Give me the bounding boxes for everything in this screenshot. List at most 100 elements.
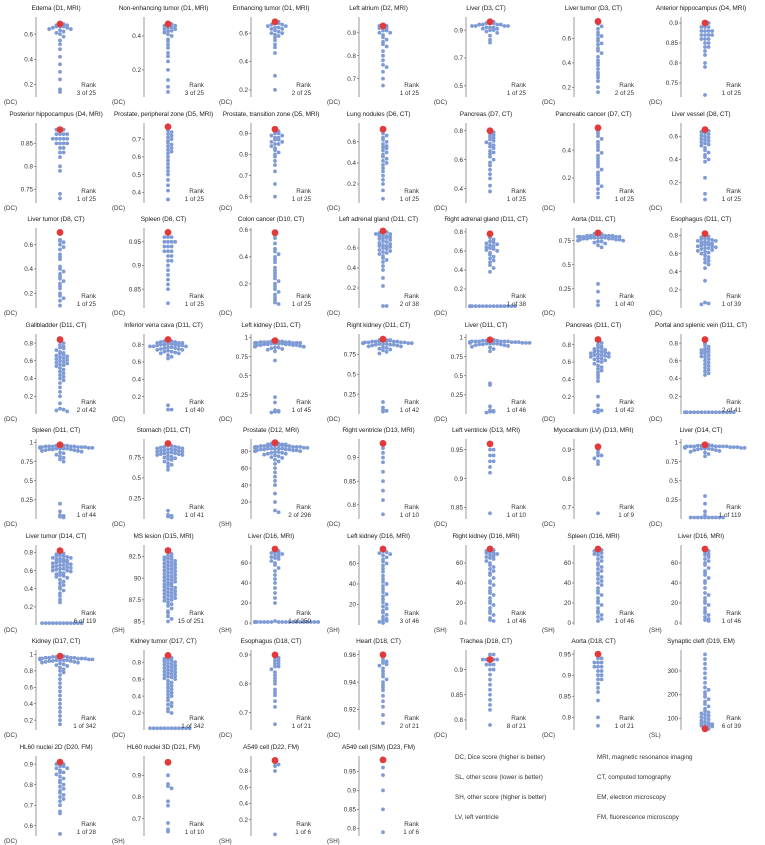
- data-point: [165, 582, 170, 587]
- data-point: [699, 132, 704, 137]
- data-point: [703, 159, 707, 164]
- data-point: [169, 581, 173, 585]
- data-point: [58, 38, 62, 43]
- data-point: [592, 240, 596, 245]
- data-point: [592, 409, 596, 413]
- data-point: [717, 515, 722, 520]
- metric-label: (DC): [112, 521, 125, 528]
- y-tick-label: 0.25: [343, 391, 356, 398]
- data-point: [366, 343, 370, 348]
- data-point: [599, 352, 603, 357]
- data-point: [703, 501, 707, 506]
- y-tick-label: 40: [456, 580, 464, 587]
- data-point: [380, 671, 385, 676]
- data-point: [61, 352, 66, 357]
- y-tick-label: 0.7: [454, 55, 463, 62]
- data-point: [488, 409, 492, 414]
- data-point: [169, 25, 173, 30]
- data-point: [283, 447, 288, 452]
- data-point: [169, 687, 173, 692]
- chart-panel: MS lesion (D15, MRI) 85 87.5 90 92.5 (SH) Rank…: [110, 529, 218, 634]
- y-tick-label: 60: [456, 560, 464, 567]
- data-point: [58, 28, 62, 33]
- data-point: [380, 137, 385, 142]
- data-point: [61, 451, 66, 456]
- chart-panel: Right adrenal gland (D11, CT) 0.2 0.4 0.6 0.…: [432, 212, 540, 317]
- metric-label: (DC): [649, 205, 662, 212]
- y-tick-label: 0: [459, 620, 463, 627]
- data-point: [595, 576, 600, 581]
- data-point: [169, 587, 173, 591]
- y-tick-label: 0.85: [128, 286, 141, 293]
- data-point: [280, 341, 285, 346]
- y-tick-label: 60: [241, 560, 249, 567]
- data-point: [169, 597, 173, 602]
- data-point: [724, 444, 729, 449]
- data-point: [595, 358, 600, 363]
- y-tick-label: 0.5: [132, 171, 141, 178]
- data-point: [68, 555, 73, 560]
- data-point: [283, 444, 288, 448]
- data-point: [384, 37, 388, 42]
- data-point: [38, 657, 42, 662]
- top-method-point: [486, 126, 494, 134]
- rank-value: 1 of 25: [722, 196, 742, 203]
- data-point: [380, 304, 385, 308]
- y-tick-label: 0.8: [132, 659, 141, 666]
- metric-label: (DC): [649, 521, 662, 528]
- data-point: [710, 447, 715, 452]
- data-point: [491, 652, 496, 657]
- data-point: [58, 358, 62, 363]
- data-point: [273, 568, 277, 573]
- data-point: [169, 454, 173, 459]
- data-point: [488, 269, 492, 274]
- data-point: [58, 661, 62, 666]
- data-point: [165, 177, 170, 182]
- y-tick-label: 0: [674, 620, 678, 627]
- data-point: [269, 667, 274, 672]
- rank-label: Rank: [619, 293, 635, 300]
- rank-label: Rank: [81, 188, 97, 195]
- data-point: [595, 715, 600, 720]
- data-point: [162, 574, 166, 579]
- data-point: [269, 550, 274, 555]
- y-tick-label: 0.6: [132, 359, 141, 366]
- data-point: [384, 251, 388, 255]
- data-point: [58, 163, 62, 168]
- data-point: [169, 684, 173, 688]
- data-point: [172, 444, 177, 449]
- metric-label: (DC): [327, 416, 340, 423]
- data-point: [79, 449, 84, 454]
- data-point: [706, 131, 711, 136]
- rank-label: Rank: [726, 188, 742, 195]
- data-point: [58, 131, 62, 136]
- metric-label: (DC): [112, 732, 125, 739]
- data-point: [380, 569, 385, 574]
- data-point: [58, 774, 62, 778]
- chart-panel: Gallbladder (D11, CT) 0.2 0.4 0.6 0.8 (DC) Ran…: [2, 318, 110, 423]
- data-point: [595, 363, 600, 367]
- data-point: [488, 28, 492, 33]
- data-point: [491, 667, 496, 672]
- data-point: [258, 444, 263, 448]
- data-point: [488, 566, 492, 571]
- data-point: [172, 448, 177, 452]
- data-point: [273, 162, 277, 167]
- data-point: [595, 42, 600, 47]
- data-point: [172, 339, 177, 344]
- data-point: [65, 136, 70, 141]
- data-point: [699, 25, 704, 29]
- data-point: [703, 556, 707, 561]
- data-point: [380, 579, 385, 584]
- y-tick-label: 0.8: [24, 549, 33, 556]
- data-point: [76, 445, 80, 450]
- data-point: [488, 723, 492, 727]
- data-point: [169, 606, 173, 610]
- data-point: [599, 558, 603, 563]
- data-point: [491, 247, 496, 251]
- rank-value: 1 of 9: [618, 512, 634, 519]
- data-point: [595, 169, 600, 174]
- y-tick-label: 0.95: [343, 768, 356, 775]
- data-point: [162, 726, 166, 731]
- data-point: [484, 25, 489, 30]
